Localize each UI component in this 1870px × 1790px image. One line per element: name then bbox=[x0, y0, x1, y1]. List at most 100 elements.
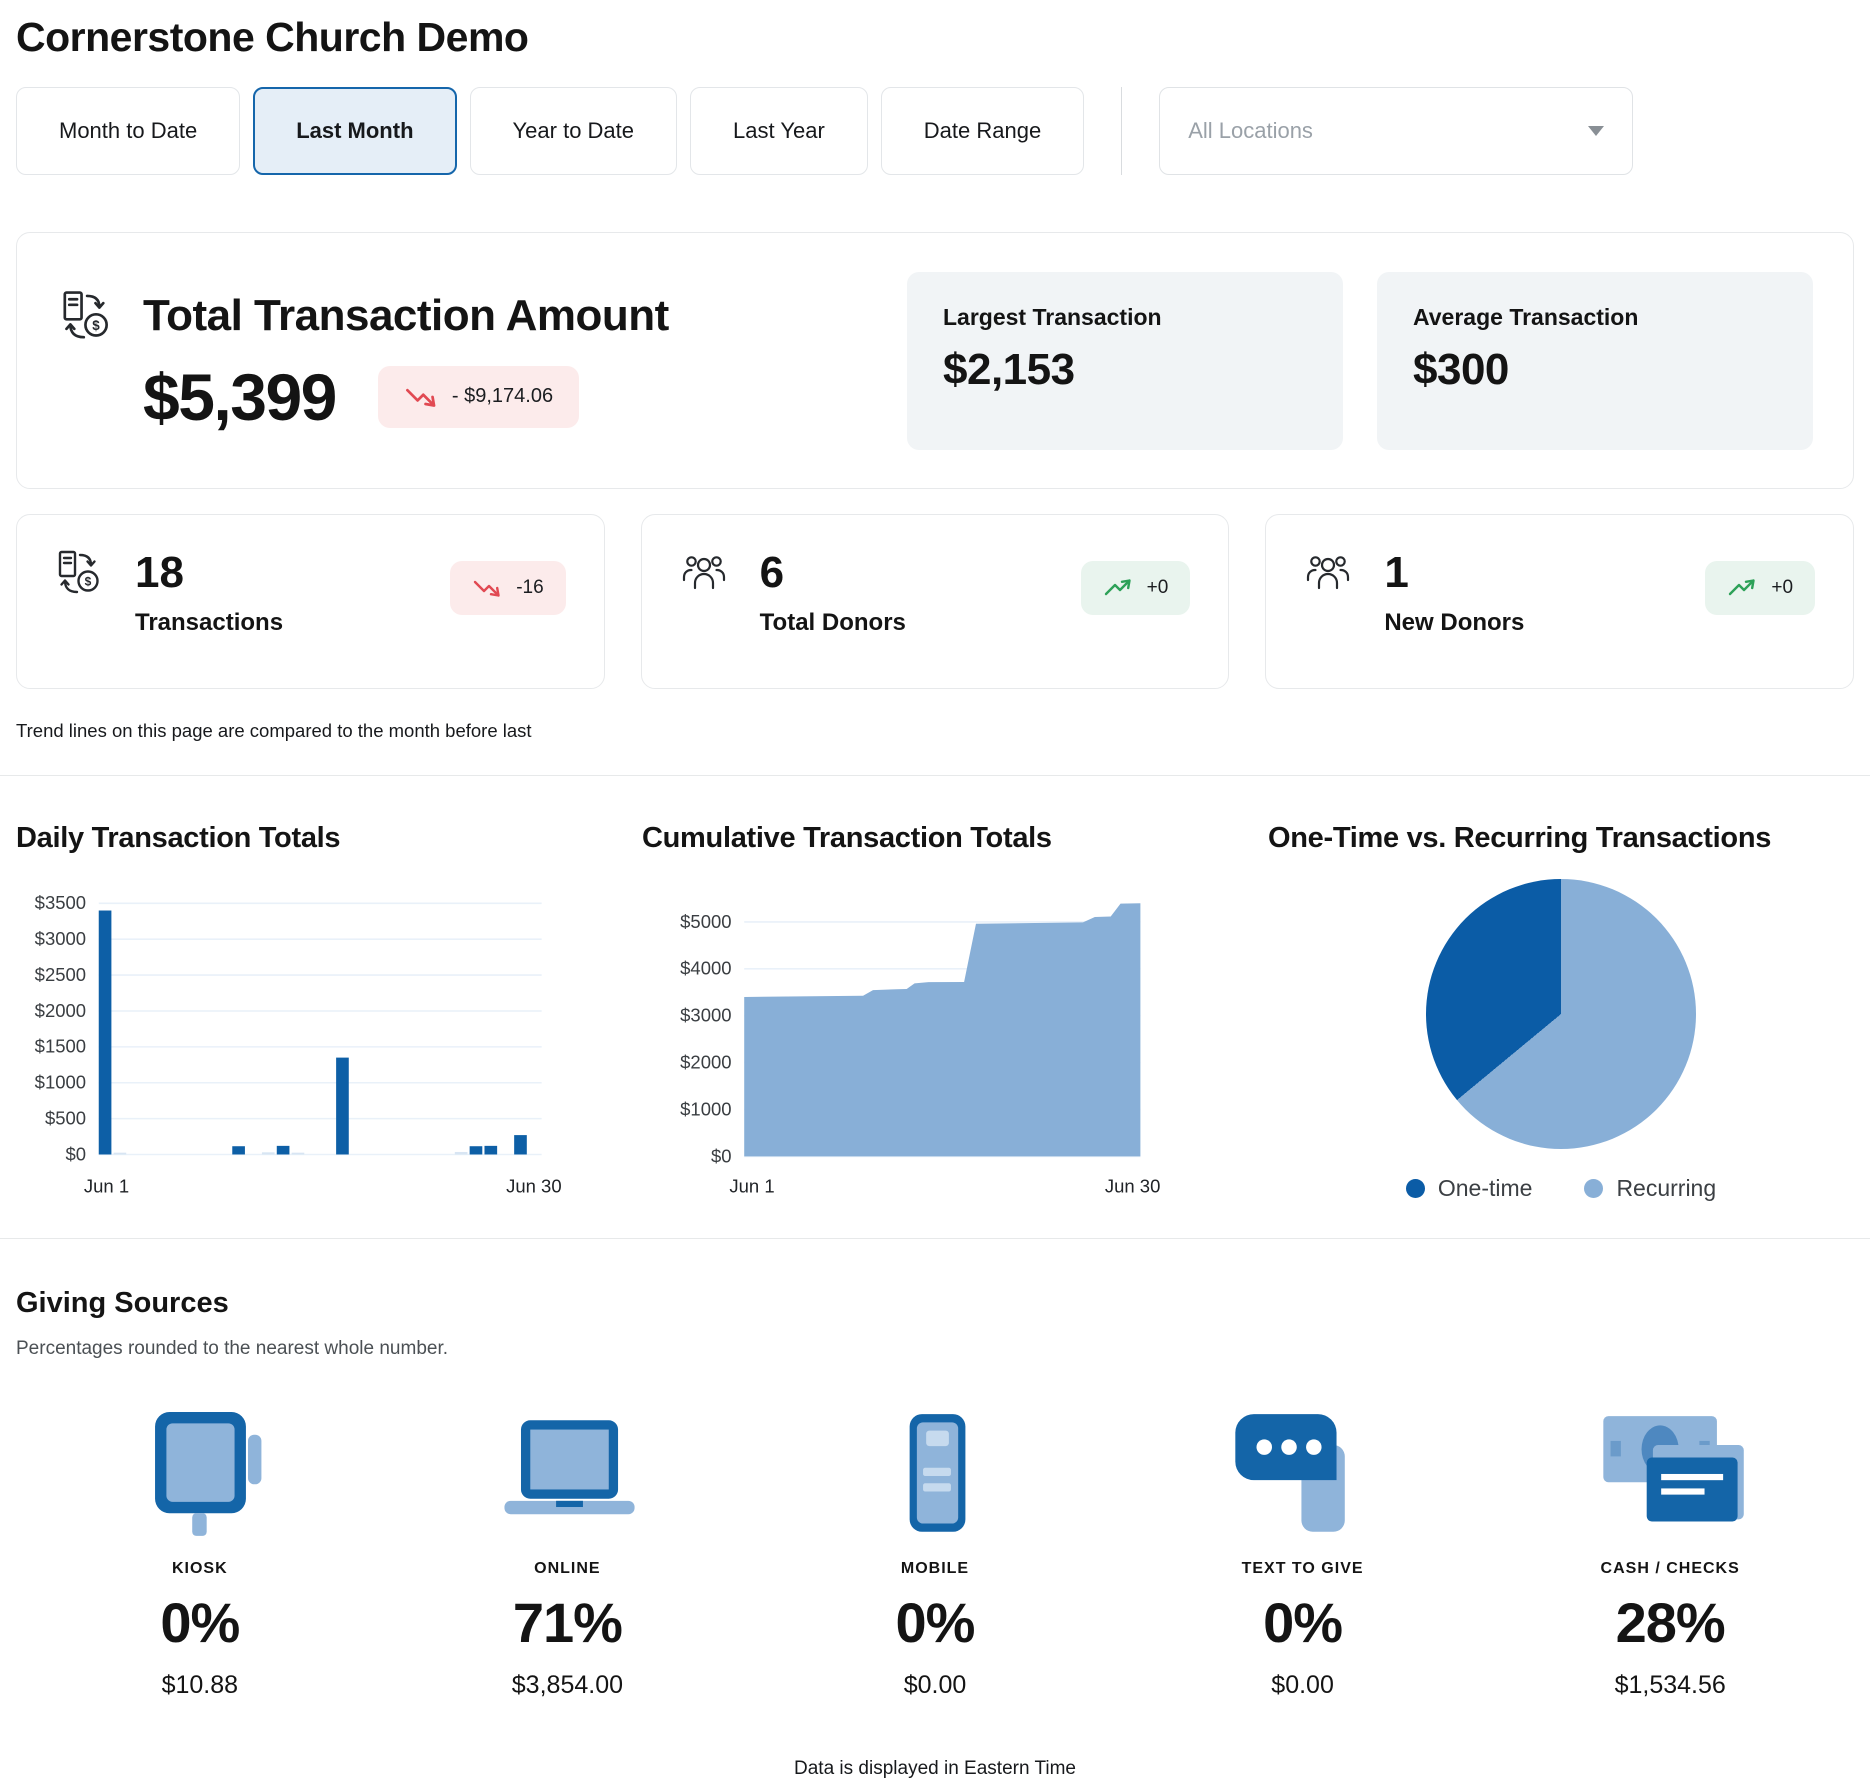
average-transaction-label: Average Transaction bbox=[1413, 303, 1639, 330]
source-mobile: MOBILE 0% $0.00 bbox=[751, 1400, 1119, 1700]
transactions-icon: $ bbox=[57, 287, 115, 345]
svg-text:$3000: $3000 bbox=[680, 1005, 731, 1026]
recurring-legend-label: Recurring bbox=[1616, 1175, 1717, 1201]
date-filter-row: Month to Date Last Month Year to Date La… bbox=[16, 87, 1854, 175]
svg-text:$0: $0 bbox=[66, 1143, 87, 1164]
one-time-vs-recurring-pie-chart bbox=[1426, 879, 1696, 1149]
pie-chart-section: One-Time vs. Recurring Transactions One-… bbox=[1268, 822, 1854, 1205]
daily-chart-section: Daily Transaction Totals $0 $500 $1000 $150… bbox=[16, 822, 602, 1205]
text-to-give-percent: 0% bbox=[1263, 1591, 1343, 1655]
section-divider bbox=[0, 775, 1870, 776]
new-donors-count: 1 bbox=[1384, 548, 1409, 597]
filter-last-year-button[interactable]: Last Year bbox=[690, 87, 868, 175]
cumulative-transactions-area-chart: $0 $1000 $2000 $3000 $4000 $5000 Jun 1 Jun 30 bbox=[680, 903, 1160, 1196]
donors-icon bbox=[678, 547, 730, 599]
svg-text:Jun 30: Jun 30 bbox=[506, 1175, 562, 1196]
new-donors-trend-badge: +0 bbox=[1705, 561, 1816, 615]
cash-checks-amount: $1,534.56 bbox=[1614, 1671, 1726, 1700]
filter-year-to-date-button[interactable]: Year to Date bbox=[469, 87, 678, 175]
summary-side-cards: Largest Transaction $2,153 Average Trans… bbox=[907, 271, 1813, 450]
filter-divider bbox=[1121, 87, 1123, 175]
kiosk-icon bbox=[16, 1400, 384, 1538]
online-amount: $3,854.00 bbox=[511, 1671, 623, 1700]
transactions-trend-badge: -16 bbox=[450, 561, 566, 615]
summary-trend-badge: - $9,174.06 bbox=[377, 365, 580, 428]
total-amount-value: $5,399 bbox=[143, 359, 337, 434]
trend-down-icon bbox=[472, 577, 502, 599]
svg-text:$3500: $3500 bbox=[35, 892, 86, 913]
transactions-stat-card: $ 18 Transactions -16 bbox=[16, 514, 605, 689]
total-donors-stat-card: 6 Total Donors +0 bbox=[640, 514, 1230, 689]
transactions-count: 18 bbox=[135, 548, 184, 597]
daily-chart-title: Daily Transaction Totals bbox=[16, 822, 341, 854]
giving-sources-row: KIOSK 0% $10.88 ONLINE 71% $3,854.00 bbox=[16, 1400, 1854, 1700]
total-donors-label: Total Donors bbox=[759, 609, 906, 636]
location-select-placeholder: All Locations bbox=[1188, 118, 1313, 143]
total-transaction-amount-card: $ Total Transaction Amount $5,399 bbox=[16, 232, 1854, 489]
average-transaction-card: Average Transaction $300 bbox=[1377, 271, 1813, 450]
page-title: Cornerstone Church Demo bbox=[16, 14, 529, 60]
total-donors-count: 6 bbox=[759, 548, 785, 597]
trend-down-icon bbox=[404, 384, 438, 410]
cash-checks-label: CASH / CHECKS bbox=[1600, 1560, 1740, 1578]
online-percent: 71% bbox=[512, 1591, 623, 1655]
location-select[interactable]: All Locations bbox=[1159, 87, 1634, 175]
online-icon bbox=[384, 1400, 752, 1538]
online-label: ONLINE bbox=[534, 1560, 601, 1578]
cash-checks-percent: 28% bbox=[1615, 1591, 1726, 1655]
svg-text:$1000: $1000 bbox=[680, 1098, 731, 1119]
cash-checks-icon bbox=[1486, 1400, 1854, 1538]
one-time-legend-label: One-time bbox=[1437, 1175, 1533, 1201]
filter-date-range-button[interactable]: Date Range bbox=[880, 87, 1085, 175]
cumulative-chart-title: Cumulative Transaction Totals bbox=[642, 822, 1052, 854]
svg-text:$500: $500 bbox=[45, 1107, 86, 1128]
source-online: ONLINE 71% $3,854.00 bbox=[384, 1400, 752, 1700]
mobile-label: MOBILE bbox=[900, 1560, 970, 1578]
summary-trend-value: - $9,174.06 bbox=[451, 385, 554, 407]
svg-text:$2000: $2000 bbox=[35, 1000, 86, 1021]
svg-text:$4000: $4000 bbox=[680, 958, 731, 979]
svg-text:$1500: $1500 bbox=[35, 1036, 86, 1057]
transactions-label: Transactions bbox=[135, 609, 284, 636]
filter-last-month-button[interactable]: Last Month bbox=[253, 87, 457, 175]
summary-title: Total Transaction Amount bbox=[143, 290, 669, 340]
transactions-trend-value: -16 bbox=[516, 577, 544, 598]
mobile-amount: $0.00 bbox=[903, 1671, 967, 1700]
cumulative-chart-section: Cumulative Transaction Totals $0 $1000 $20… bbox=[642, 822, 1228, 1205]
text-to-give-icon bbox=[1119, 1400, 1487, 1538]
summary-left: $ Total Transaction Amount $5,399 bbox=[57, 287, 669, 435]
recurring-legend-dot bbox=[1584, 1179, 1604, 1198]
transactions-icon: $ bbox=[53, 547, 105, 599]
giving-sources-subtitle: Percentages rounded to the nearest whole… bbox=[16, 1338, 449, 1360]
svg-text:$0: $0 bbox=[711, 1145, 732, 1166]
filter-month-to-date-button[interactable]: Month to Date bbox=[16, 87, 241, 175]
source-kiosk: KIOSK 0% $10.88 bbox=[16, 1400, 384, 1700]
svg-text:$: $ bbox=[85, 575, 92, 589]
donors-icon bbox=[1302, 547, 1354, 599]
trend-note: Trend lines on this page are compared to… bbox=[16, 720, 532, 741]
kiosk-amount: $10.88 bbox=[161, 1671, 239, 1700]
text-to-give-label: TEXT TO GIVE bbox=[1241, 1560, 1364, 1578]
giving-sources-title: Giving Sources bbox=[16, 1287, 229, 1320]
largest-transaction-value: $2,153 bbox=[943, 344, 1075, 394]
mobile-percent: 0% bbox=[895, 1591, 976, 1655]
svg-text:$1000: $1000 bbox=[35, 1072, 86, 1093]
svg-text:Jun 1: Jun 1 bbox=[729, 1175, 774, 1196]
pie-chart-title: One-Time vs. Recurring Transactions bbox=[1268, 822, 1772, 854]
svg-text:$2000: $2000 bbox=[680, 1051, 731, 1072]
kiosk-percent: 0% bbox=[160, 1591, 240, 1655]
svg-text:$5000: $5000 bbox=[680, 911, 731, 932]
largest-transaction-card: Largest Transaction $2,153 bbox=[907, 271, 1343, 450]
charts-row: Daily Transaction Totals $0 $500 $1000 $150… bbox=[16, 822, 1854, 1205]
trend-up-icon bbox=[1727, 577, 1757, 599]
one-time-legend-dot bbox=[1405, 1179, 1425, 1198]
section-divider bbox=[0, 1238, 1870, 1240]
svg-text:Jun 30: Jun 30 bbox=[1105, 1175, 1160, 1196]
svg-text:Jun 1: Jun 1 bbox=[84, 1175, 129, 1196]
mobile-icon bbox=[751, 1400, 1119, 1538]
svg-text:$3000: $3000 bbox=[35, 928, 86, 949]
chevron-down-icon bbox=[1588, 126, 1605, 136]
giving-sources-section: Giving Sources Percentages rounded to th… bbox=[16, 1287, 1854, 1700]
largest-transaction-label: Largest Transaction bbox=[943, 303, 1162, 330]
